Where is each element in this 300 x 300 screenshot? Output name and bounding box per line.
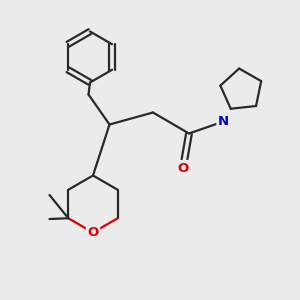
Text: O: O — [177, 161, 189, 175]
Text: O: O — [87, 226, 99, 239]
Text: N: N — [218, 115, 229, 128]
